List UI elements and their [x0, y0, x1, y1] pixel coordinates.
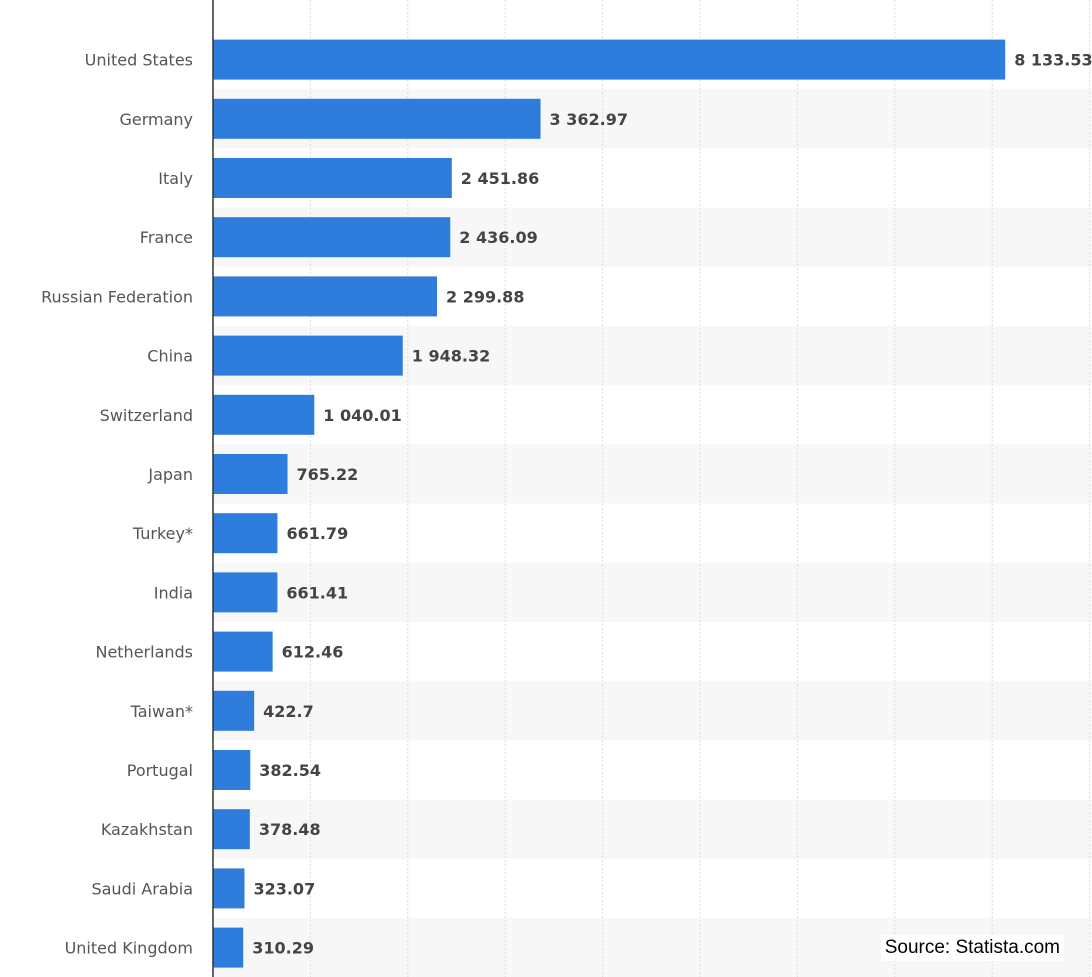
bar	[213, 868, 245, 909]
value-label: 2 436.09	[459, 228, 537, 247]
value-label: 378.48	[259, 820, 321, 839]
value-label: 661.41	[286, 583, 348, 602]
category-label: United Kingdom	[65, 939, 193, 958]
bar	[213, 454, 288, 494]
category-label: Kazakhstan	[101, 820, 193, 839]
category-label: United States	[85, 51, 193, 70]
value-label: 422.7	[263, 702, 314, 721]
category-label: Netherlands	[95, 643, 193, 662]
value-label: 382.54	[259, 761, 321, 780]
category-label: Portugal	[127, 761, 193, 780]
bar	[213, 927, 244, 968]
category-labels: United States Germany Italy France Russian F…	[41, 51, 193, 958]
value-label: 8 133.53	[1014, 51, 1092, 70]
value-label: 1 040.01	[323, 406, 401, 425]
value-label: 323.07	[253, 879, 315, 898]
source-note: Source: Statista.com	[880, 935, 1064, 961]
bar	[213, 158, 452, 198]
category-label: France	[140, 228, 193, 247]
category-label: India	[154, 583, 193, 602]
row-stripes	[213, 89, 1092, 977]
row-stripe	[213, 444, 1092, 504]
gridlines	[309, 0, 1091, 977]
category-label: Switzerland	[100, 406, 193, 425]
row-stripe	[213, 681, 1092, 741]
category-label: Turkey*	[132, 524, 193, 543]
category-label: Russian Federation	[41, 287, 193, 306]
bar	[213, 98, 541, 139]
category-label: Germany	[119, 110, 193, 129]
value-label: 3 362.97	[550, 110, 628, 129]
bar	[213, 39, 1006, 80]
bar	[213, 335, 403, 376]
value-label: 765.22	[297, 465, 359, 484]
row-stripe	[213, 562, 1092, 622]
bar	[213, 750, 251, 790]
value-label: 2 451.86	[461, 169, 539, 188]
category-label: China	[147, 347, 193, 366]
bar	[213, 572, 278, 613]
bar	[213, 276, 438, 317]
category-label: Taiwan*	[130, 702, 193, 721]
row-stripe	[213, 799, 1092, 859]
value-label: 661.79	[286, 524, 348, 543]
bar	[213, 217, 451, 258]
category-label: Japan	[147, 465, 193, 484]
bar	[213, 809, 250, 850]
bar	[213, 394, 315, 435]
bar	[213, 513, 278, 554]
value-label: 310.29	[252, 939, 314, 958]
value-label: 2 299.88	[446, 287, 524, 306]
bars	[213, 39, 1006, 968]
value-label: 612.46	[282, 643, 344, 662]
category-label: Saudi Arabia	[91, 879, 193, 898]
bar	[213, 690, 255, 731]
value-label: 1 948.32	[412, 347, 490, 366]
bar	[213, 631, 273, 672]
category-label: Italy	[158, 169, 193, 188]
value-labels: 8 133.53 3 362.97 2 451.86 2 436.09 2 299.88…	[252, 51, 1092, 958]
